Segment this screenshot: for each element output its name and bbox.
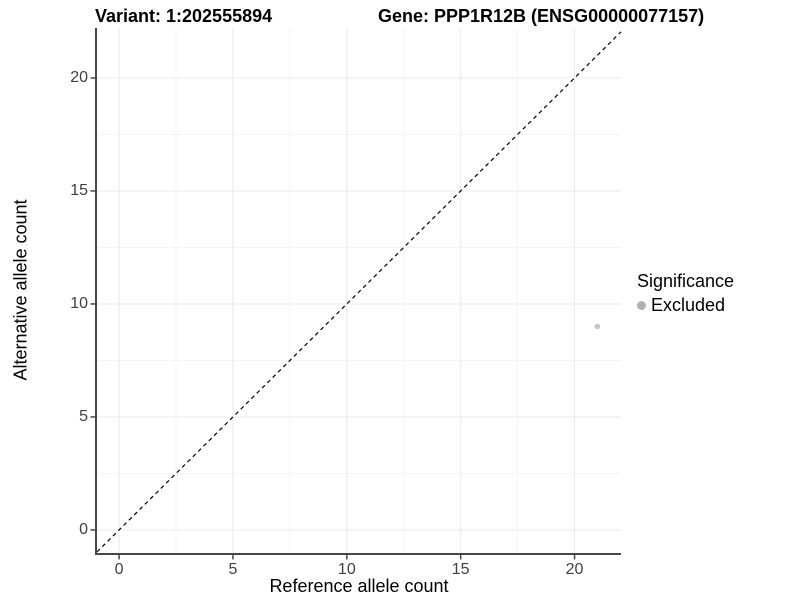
plot-title-variant: Variant: 1:202555894: [95, 6, 273, 26]
legend-item-label: Excluded: [651, 295, 726, 315]
y-axis-label: Alternative allele count: [10, 199, 31, 381]
y-tick-label: 20: [70, 68, 88, 86]
plot-panel: [90, 28, 622, 560]
identity-line: [96, 31, 622, 553]
legend-title: Significance: [637, 271, 735, 291]
legend: Significance Excluded: [637, 271, 734, 316]
y-tick-label: 10: [70, 294, 88, 312]
x-tick-label: 5: [228, 561, 238, 578]
legend-item-excluded: Excluded: [637, 295, 734, 316]
data-point: [594, 323, 601, 330]
y-tick-label: 15: [70, 181, 88, 199]
x-tick-label: 15: [451, 561, 470, 578]
y-tick-label: 5: [79, 407, 88, 425]
x-axis-label: Reference allele count: [269, 576, 449, 596]
legend-point-icon: [637, 301, 646, 310]
x-tick-label: 0: [114, 561, 124, 578]
x-tick-label: 10: [337, 561, 356, 578]
plot-title-gene: Gene: PPP1R12B (ENSG00000077157): [378, 6, 705, 26]
y-tick-label: 0: [79, 520, 88, 538]
x-tick-label: 20: [565, 561, 584, 578]
